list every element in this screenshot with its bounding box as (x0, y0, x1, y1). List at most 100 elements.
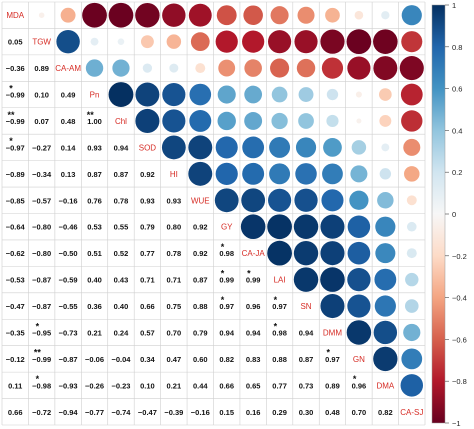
significance-star: * (9, 83, 13, 93)
correlation-value: 1.00 (87, 117, 102, 126)
correlation-value: 0.13 (61, 170, 76, 179)
colorbar-tick-label: 0.8 (452, 43, 462, 52)
correlation-value: −0.23 (111, 381, 130, 390)
correlation-circle (326, 88, 339, 101)
variable-label: SOD (139, 143, 157, 152)
correlation-value: −0.72 (32, 408, 51, 417)
correlation-value: 0.82 (378, 408, 393, 417)
correlation-circle (217, 85, 236, 104)
correlation-circle (320, 241, 345, 266)
correlation-value: 0.94 (299, 328, 314, 337)
correlation-value: 0.40 (114, 302, 129, 311)
correlation-circle (346, 320, 372, 345)
significance-star: * (247, 268, 251, 278)
correlation-circle (401, 348, 423, 370)
correlation-value: −0.74 (111, 408, 131, 417)
correlation-circle (161, 135, 186, 160)
correlation-value: 0.30 (299, 408, 314, 417)
correlation-circle (38, 12, 45, 18)
correlation-circle (142, 63, 153, 73)
variable-label: Chl (115, 117, 127, 126)
correlation-circle (267, 240, 292, 266)
correlation-circle (188, 161, 213, 186)
correlation-circle (293, 267, 319, 292)
colorbar-tick-label: −0.4 (452, 294, 467, 303)
correlation-circle (375, 216, 396, 237)
correlation-value: 0.10 (34, 91, 49, 100)
correlation-circle (242, 136, 265, 159)
correlation-value: 0.93 (167, 196, 182, 205)
correlation-circle (356, 118, 362, 124)
correlation-value: 0.16 (246, 408, 261, 417)
variable-label: Pn (90, 91, 100, 100)
correlation-circle (135, 82, 160, 107)
correlation-circle (267, 214, 292, 240)
correlation-value: 0.97 (272, 302, 287, 311)
correlation-value: 0.48 (325, 408, 340, 417)
correlation-value: 0.52 (114, 249, 129, 258)
correlation-value: 0.98 (219, 249, 234, 258)
correlation-circle (404, 299, 419, 313)
correlation-value: 0.93 (140, 196, 155, 205)
correlation-value: 0.60 (193, 355, 208, 364)
correlation-circle (217, 111, 236, 131)
correlation-value: 0.15 (219, 408, 234, 417)
correlation-value: 0.93 (87, 143, 102, 152)
colorbar: 1 0.8 0.6 0.4 0.2 0 −0.2 −0.4 −0.6 −0.8 −1 (431, 1, 467, 428)
correlation-value: 0.99 (246, 276, 261, 285)
correlation-value: 0.92 (140, 170, 155, 179)
correlation-circle (373, 346, 398, 372)
correlation-value: 0.71 (140, 276, 155, 285)
variable-label: LAI (274, 276, 286, 285)
correlation-value: 0.79 (140, 223, 155, 232)
correlation-circle (379, 115, 392, 127)
variable-label: GY (221, 223, 233, 232)
colorbar-tick-label: 0.2 (452, 168, 462, 177)
correlation-circle (215, 30, 238, 53)
correlation-value: −0.80 (32, 223, 51, 232)
correlation-circle (322, 163, 343, 185)
correlation-value: −0.34 (32, 170, 52, 179)
correlation-value: −0.06 (85, 355, 104, 364)
correlation-value: 0.70 (167, 328, 182, 337)
correlation-circle (244, 59, 262, 77)
correlation-circle (379, 168, 392, 180)
correlation-value: −0.87 (32, 302, 51, 311)
colorbar-tick-label: −0.8 (452, 377, 467, 386)
correlation-circle (195, 63, 206, 74)
correlation-value: −0.46 (59, 223, 78, 232)
significance-star: * (9, 136, 13, 146)
correlation-circle (190, 32, 210, 52)
correlation-circle (404, 166, 420, 182)
correlation-circle (162, 109, 186, 133)
correlation-value: −0.77 (85, 408, 104, 417)
correlation-circle (294, 30, 318, 54)
correlation-circle (56, 29, 80, 54)
correlation-circle (351, 140, 367, 155)
correlation-value: −0.12 (6, 355, 25, 364)
correlation-value: 0.43 (114, 276, 129, 285)
correlation-circle (169, 63, 179, 73)
correlation-value: 0.57 (140, 328, 155, 337)
correlation-circle (347, 294, 371, 318)
cells: MDA TGW CA-AM Pn Chl SOD HI WUE GY CA-JA LAI SN DMM G… (6, 2, 424, 417)
correlation-circle (82, 2, 107, 28)
correlation-circle (117, 38, 125, 45)
correlation-circle (90, 37, 99, 46)
correlation-circle (268, 30, 292, 54)
variable-label: MDA (6, 11, 24, 20)
correlation-circle (374, 295, 396, 317)
correlation-circle (381, 11, 390, 20)
correlation-circle (374, 268, 397, 291)
correlation-circle (379, 88, 392, 101)
correlation-value: 0.97 (325, 355, 340, 364)
correlation-value: 0.48 (61, 117, 76, 126)
correlation-value: −0.04 (111, 355, 131, 364)
correlation-circle (135, 2, 160, 28)
variable-label: CA-AM (55, 64, 81, 73)
correlation-circle (355, 91, 362, 98)
correlation-circle (405, 272, 419, 287)
correlation-circle (403, 138, 421, 156)
correlation-circle (294, 188, 318, 212)
correlation-value: −0.99 (32, 355, 51, 364)
